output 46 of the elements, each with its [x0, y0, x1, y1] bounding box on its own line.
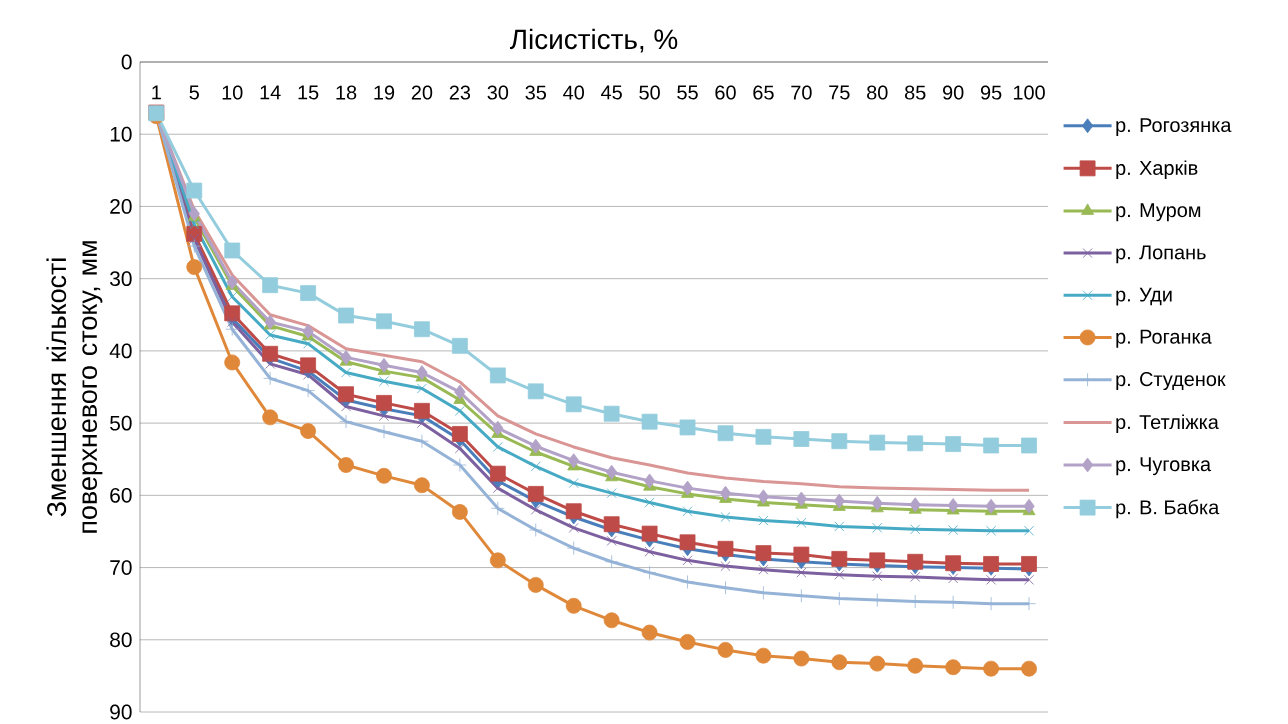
y-tick-label: 40 — [109, 343, 132, 359]
y-tick-label: 90 — [110, 704, 132, 720]
x-tick-label: 23 — [449, 85, 471, 100]
x-tick-label: 40 — [563, 85, 584, 100]
y-tick-label: 20 — [110, 199, 132, 214]
x-tick-label: 5 — [189, 85, 199, 100]
y-tick-label: 0 — [121, 54, 132, 70]
y-axis-title: Зменшення кількості поверхневого стоку, мм — [46, 241, 103, 533]
y-tick-label: 70 — [110, 560, 132, 575]
x-tick-label: 75 — [829, 85, 850, 100]
x-tick-label: 45 — [601, 85, 622, 100]
x-tick-label: 30 — [487, 85, 509, 100]
legend-label: р. Лопань — [1116, 245, 1206, 264]
x-tick-label: 80 — [867, 85, 888, 100]
x-tick-label: 35 — [525, 85, 547, 100]
x-tick-label: 90 — [943, 85, 964, 100]
x-axis-title: Лісистість, % — [510, 28, 678, 53]
legend-label: р. Рогозянка — [1116, 118, 1232, 137]
legend-label: р. Муром — [1116, 203, 1201, 222]
x-tick-label: 1 — [152, 85, 161, 100]
x-tick-label: 70 — [791, 85, 812, 100]
x-tick-label: 85 — [904, 85, 926, 100]
legend-label: р. В. Бабка — [1116, 499, 1220, 519]
y-tick-label: 60 — [110, 487, 132, 503]
x-tick-label: 10 — [222, 85, 243, 100]
x-tick-label: 50 — [639, 85, 660, 100]
x-tick-label: 60 — [715, 85, 736, 100]
x-tick-label: 100 — [1013, 85, 1045, 100]
y-tick-label: 30 — [110, 271, 132, 287]
x-tick-label: 20 — [411, 85, 433, 100]
legend-label: р. Студенок — [1116, 372, 1226, 391]
legend-label: р. Тетліжка — [1116, 414, 1219, 434]
y-tick-label: 80 — [110, 632, 132, 648]
legend-label: р. Харків — [1116, 160, 1198, 179]
y-tick-label: 50 — [110, 415, 132, 431]
legend-label: р. Роганка — [1116, 329, 1212, 348]
x-tick-label: 19 — [374, 85, 395, 100]
y-tick-label: 10 — [110, 126, 132, 142]
legend-label: р. Уди — [1116, 287, 1172, 306]
x-tick-label: 95 — [980, 85, 1002, 100]
x-tick-label: 14 — [260, 85, 281, 100]
x-tick-label: 18 — [336, 85, 357, 100]
x-tick-label: 55 — [677, 85, 698, 100]
x-tick-label: 65 — [753, 85, 774, 100]
legend-label: р. Чуговка — [1116, 457, 1212, 476]
x-tick-label: 15 — [298, 85, 319, 100]
